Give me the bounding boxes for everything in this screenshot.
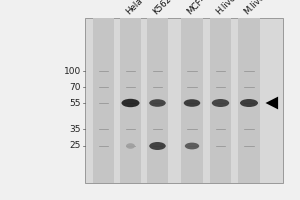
Ellipse shape <box>240 99 258 107</box>
Text: M.liver: M.liver <box>243 0 269 16</box>
Ellipse shape <box>212 99 229 107</box>
Ellipse shape <box>126 143 135 149</box>
Text: 35: 35 <box>70 124 81 134</box>
Ellipse shape <box>149 99 166 107</box>
Bar <box>210 18 231 183</box>
Ellipse shape <box>185 143 199 149</box>
Ellipse shape <box>122 99 140 107</box>
Ellipse shape <box>184 99 200 107</box>
Bar <box>85 18 283 183</box>
Text: MCF-7: MCF-7 <box>186 0 211 16</box>
Text: 25: 25 <box>70 142 81 150</box>
Text: Hela: Hela <box>124 0 144 16</box>
Bar <box>147 18 168 183</box>
Text: 100: 100 <box>64 66 81 75</box>
Bar <box>93 18 114 183</box>
Bar <box>238 18 260 183</box>
Text: 55: 55 <box>70 98 81 108</box>
Text: H.liver: H.liver <box>214 0 240 16</box>
Polygon shape <box>266 97 278 109</box>
Text: 70: 70 <box>70 83 81 92</box>
Bar <box>181 18 203 183</box>
Bar <box>120 18 141 183</box>
Text: K562: K562 <box>151 0 173 16</box>
Ellipse shape <box>149 142 166 150</box>
